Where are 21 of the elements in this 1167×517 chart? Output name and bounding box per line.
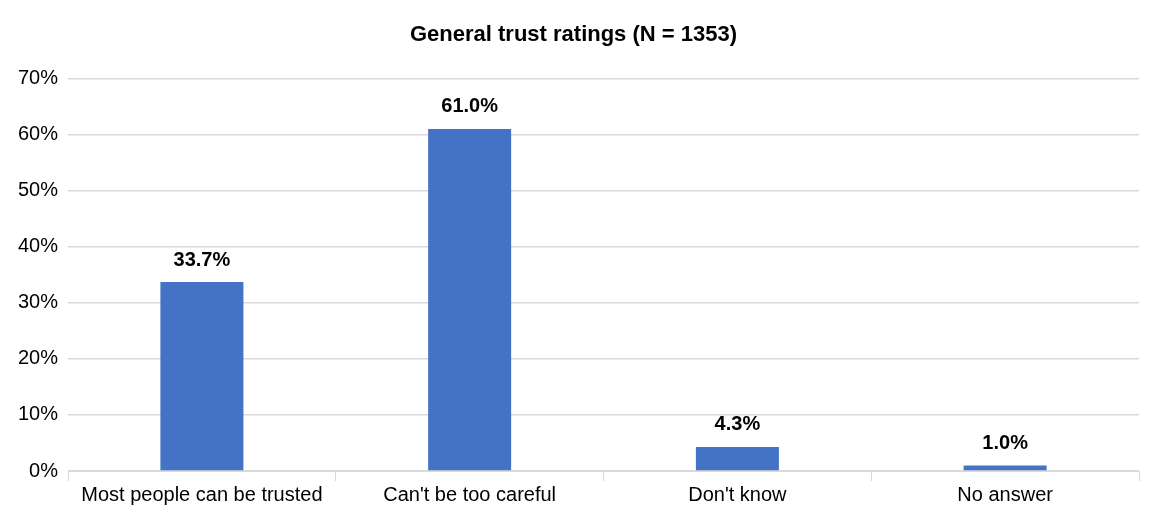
y-tick-label: 60% xyxy=(18,122,59,144)
bar xyxy=(963,465,1047,471)
y-tick-label: 40% xyxy=(18,234,59,257)
x-tick-label: Can't be too careful xyxy=(383,482,557,505)
y-tick-label: 70% xyxy=(18,65,59,88)
x-tick-label: Don't know xyxy=(688,482,788,505)
data-label: 1.0% xyxy=(982,430,1029,453)
chart-title: General trust ratings (N = 1353) xyxy=(409,21,738,47)
y-tick-label: 10% xyxy=(18,402,59,425)
y-tick-label: 0% xyxy=(29,458,59,481)
data-label: 61.0% xyxy=(441,94,499,117)
bar xyxy=(160,281,244,471)
data-label: 4.3% xyxy=(714,412,761,435)
y-tick-label: 50% xyxy=(18,178,59,201)
y-tick-label: 20% xyxy=(18,346,59,369)
data-label: 33.7% xyxy=(173,247,231,270)
x-tick-label: No answer xyxy=(957,482,1054,505)
x-tick-label: Most people can be trusted xyxy=(81,482,323,505)
bar xyxy=(695,446,779,471)
y-tick-label: 30% xyxy=(18,290,59,313)
bar xyxy=(428,128,512,471)
